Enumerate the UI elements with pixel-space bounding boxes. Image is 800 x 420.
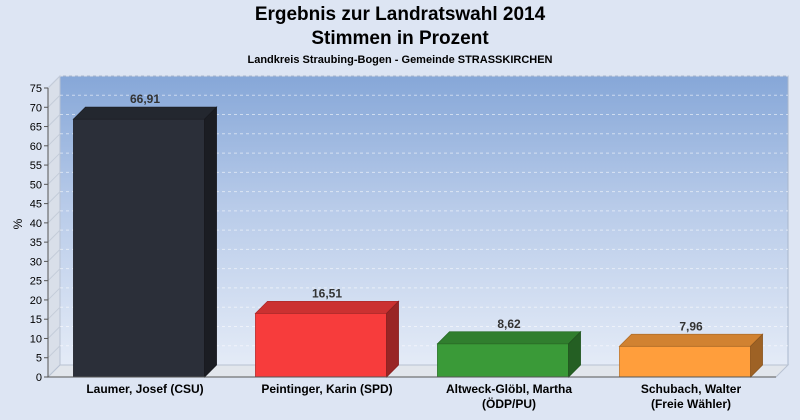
gridline-side <box>47 345 61 359</box>
gridline-side <box>47 229 61 243</box>
y-axis-label: % <box>11 218 25 229</box>
y-tick-label: 20 <box>30 295 42 307</box>
x-tick-label: Laumer, Josef (CSU) <box>86 382 203 396</box>
y-tick-label: 50 <box>30 179 42 191</box>
bar-side <box>750 333 763 378</box>
data-label: 66,91 <box>130 92 160 106</box>
gridline-side <box>47 326 61 339</box>
bar <box>73 118 205 378</box>
data-label: 16,51 <box>312 286 342 300</box>
y-tick-label: 10 <box>30 333 42 345</box>
y-tick-label: 25 <box>30 276 42 288</box>
y-tick-label: 70 <box>30 102 42 114</box>
gridline-side <box>47 75 61 89</box>
chart-title: Ergebnis zur Landratswahl 2014 <box>254 4 546 25</box>
x-tick-label: Altweck-Glöbl, Martha <box>446 382 572 396</box>
gridline-side <box>47 152 61 166</box>
chart-caption: Landkreis Straubing-Bogen - Gemeinde STR… <box>247 54 553 66</box>
y-tick-label: 65 <box>30 122 42 134</box>
data-label: 8,62 <box>497 317 521 331</box>
bar <box>437 343 569 378</box>
gridline-side <box>47 287 61 301</box>
x-tick-label: (Freie Wähler) <box>651 397 731 411</box>
bar-side <box>568 330 581 378</box>
gridline-side <box>47 133 61 147</box>
bar-top <box>72 106 218 120</box>
y-tick-label: 30 <box>30 256 42 268</box>
x-tick-label: Schubach, Walter <box>641 382 742 396</box>
gridline-side <box>47 171 61 185</box>
bar-top <box>618 333 764 347</box>
y-tick-label: 5 <box>36 353 42 365</box>
bar-top <box>254 300 400 314</box>
y-tick-label: 40 <box>30 218 42 230</box>
bar-top <box>436 331 582 345</box>
gridline-side <box>47 114 61 127</box>
y-tick-label: 0 <box>36 372 42 384</box>
bar-side <box>204 106 217 378</box>
y-tick-label: 60 <box>30 141 42 153</box>
data-label: 7,96 <box>679 319 703 333</box>
bar <box>619 345 751 378</box>
gridline-side <box>47 268 61 282</box>
x-tick-label: Peintinger, Karin (SPD) <box>261 382 392 396</box>
chart-subtitle: Stimmen in Prozent <box>311 28 489 49</box>
y-tick-label: 15 <box>30 314 42 326</box>
gridline-side <box>47 210 61 224</box>
y-tick-label: 55 <box>30 160 42 172</box>
bar <box>255 312 387 378</box>
gridline-side <box>47 94 61 108</box>
gridline-side <box>47 249 61 262</box>
gridline-side <box>47 306 61 320</box>
gridline-side <box>47 191 61 204</box>
x-tick-label: (ÖDP/PU) <box>482 396 536 411</box>
y-tick-label: 35 <box>30 237 42 249</box>
y-tick-label: 45 <box>30 199 42 211</box>
y-tick-label: 75 <box>30 83 42 95</box>
bar-side <box>386 300 399 378</box>
